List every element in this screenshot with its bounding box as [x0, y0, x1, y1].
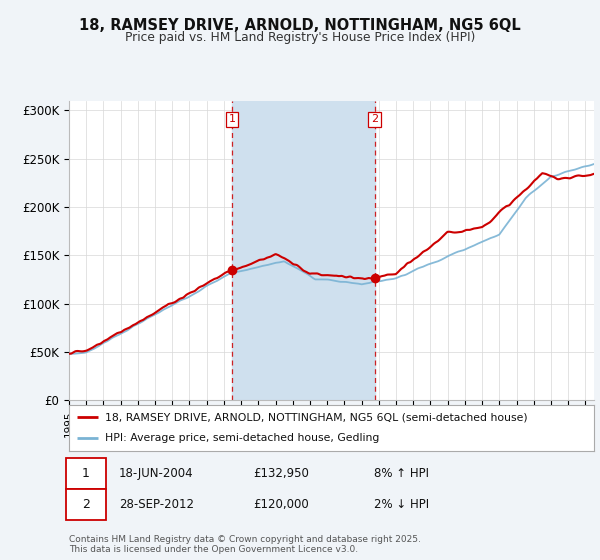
Text: HPI: Average price, semi-detached house, Gedling: HPI: Average price, semi-detached house,… [105, 433, 379, 444]
FancyBboxPatch shape [67, 489, 106, 520]
Text: 2: 2 [82, 498, 90, 511]
Text: Contains HM Land Registry data © Crown copyright and database right 2025.
This d: Contains HM Land Registry data © Crown c… [69, 535, 421, 554]
Text: £120,000: £120,000 [253, 498, 308, 511]
Text: 18-JUN-2004: 18-JUN-2004 [119, 467, 193, 480]
Text: 1: 1 [229, 114, 235, 124]
Text: 28-SEP-2012: 28-SEP-2012 [119, 498, 194, 511]
FancyBboxPatch shape [67, 458, 106, 489]
Text: 18, RAMSEY DRIVE, ARNOLD, NOTTINGHAM, NG5 6QL: 18, RAMSEY DRIVE, ARNOLD, NOTTINGHAM, NG… [79, 18, 521, 33]
Text: 18, RAMSEY DRIVE, ARNOLD, NOTTINGHAM, NG5 6QL (semi-detached house): 18, RAMSEY DRIVE, ARNOLD, NOTTINGHAM, NG… [105, 412, 527, 422]
Text: 8% ↑ HPI: 8% ↑ HPI [373, 467, 428, 480]
Text: 2% ↓ HPI: 2% ↓ HPI [373, 498, 428, 511]
Text: 1: 1 [82, 467, 90, 480]
Text: Price paid vs. HM Land Registry's House Price Index (HPI): Price paid vs. HM Land Registry's House … [125, 31, 475, 44]
Bar [232, 101, 374, 400]
Text: £132,950: £132,950 [253, 467, 308, 480]
Text: 2: 2 [371, 114, 378, 124]
